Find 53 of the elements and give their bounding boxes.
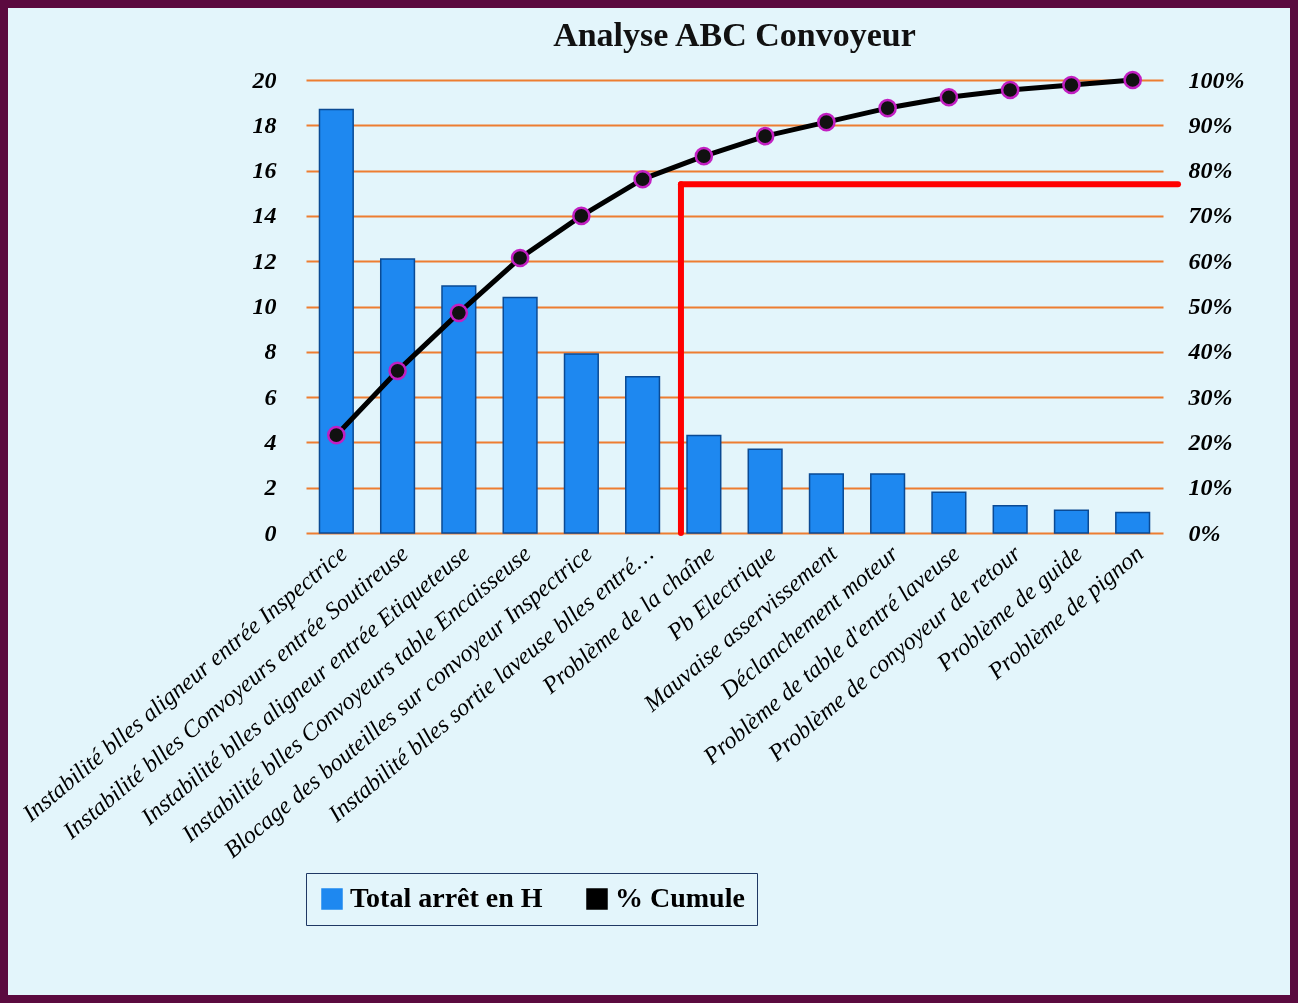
bar [441, 285, 477, 534]
point [755, 126, 775, 146]
y2-tick-label: 40% [1187, 338, 1233, 365]
y2-tick-label: 30% [1187, 383, 1233, 410]
y-tick-label: 2 [263, 474, 277, 501]
point [388, 361, 407, 381]
y2-tick-label: 60% [1188, 247, 1233, 274]
point [1123, 70, 1142, 90]
y-tick-label: 6 [264, 383, 277, 410]
y-tick-label: 10 [252, 293, 277, 319]
y-tick-label: 8 [264, 338, 277, 365]
bar [563, 353, 599, 534]
y-tick-label: 20 [251, 66, 277, 93]
y-tick-label: 4 [263, 428, 277, 455]
bar [1053, 509, 1090, 534]
point [449, 303, 469, 323]
bar [318, 108, 354, 534]
legend-label: Total arrêt en H [350, 882, 543, 913]
legend-label: % Cumule [615, 882, 745, 913]
bar [379, 258, 416, 534]
point [1000, 80, 1020, 100]
y2-tick-label: 70% [1188, 202, 1233, 229]
bar [808, 473, 844, 534]
bar [625, 375, 661, 534]
point [572, 206, 591, 226]
y-tick-label: 0 [264, 519, 277, 546]
y2-tick-label: 80% [1188, 157, 1233, 184]
bar [992, 505, 1028, 534]
point [633, 169, 652, 189]
point [939, 87, 959, 107]
bar [931, 491, 967, 534]
y2-tick-label: 50% [1188, 293, 1233, 319]
y-tick-label: 16 [252, 157, 277, 184]
y2-tick-label: 100% [1188, 66, 1245, 93]
point [510, 248, 530, 268]
y2-tick-label: 20% [1187, 428, 1233, 455]
y-tick-label: 12 [252, 247, 277, 274]
point [817, 112, 836, 132]
y-tick-label: 18 [252, 111, 277, 138]
point [878, 98, 897, 118]
bar [686, 434, 722, 534]
bar [747, 448, 783, 534]
y2-tick-label: 10% [1188, 474, 1233, 501]
y-tick-label: 14 [252, 202, 277, 229]
bar [1115, 511, 1151, 534]
bar [870, 473, 906, 534]
bar [502, 296, 538, 534]
point [694, 146, 714, 166]
chart-title: Analyse ABC Convoyeur [553, 15, 916, 53]
y2-tick-label: 90% [1188, 111, 1233, 138]
point [1062, 75, 1081, 95]
y2-tick-label: 0% [1188, 519, 1221, 546]
point [327, 425, 346, 445]
